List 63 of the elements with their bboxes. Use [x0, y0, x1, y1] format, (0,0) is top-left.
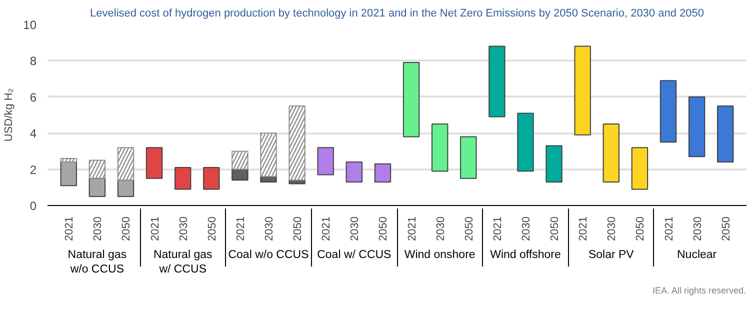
text: Coal w/o CCUS — [228, 248, 310, 261]
text: Solar PV — [588, 248, 634, 261]
y-axis-title: USD/kg H₂ — [3, 88, 16, 142]
bar — [60, 162, 77, 186]
bar — [402, 62, 420, 138]
bar — [232, 168, 248, 181]
y-tick-label: 8 — [30, 54, 37, 68]
bar — [431, 124, 448, 172]
bar — [688, 96, 706, 158]
y-tick-label: 10 — [23, 18, 37, 32]
x-tick-label: 2050 — [120, 216, 133, 241]
x-tick-label: 2030 — [606, 216, 618, 241]
x-tick-label: 2030 — [349, 216, 362, 241]
text: Natural gas w/ CCUS — [153, 248, 212, 276]
x-tick-label: 2021 — [149, 216, 162, 241]
bar — [546, 145, 562, 182]
text: IEA. All rights reserved. — [652, 286, 746, 296]
x-tick-label: 2021 — [64, 216, 76, 241]
bar — [146, 147, 163, 179]
x-tick-label: 2050 — [463, 216, 476, 241]
x-tick-label: 2050 — [378, 216, 390, 241]
x-tick-label: 2021 — [578, 216, 590, 241]
bar — [203, 166, 220, 190]
x-tick-label: 2030 — [178, 216, 190, 241]
x-tick-label: 2050 — [292, 216, 304, 241]
bar — [117, 180, 134, 197]
bar — [88, 178, 106, 197]
text: Natural gas w/o CCUS — [68, 248, 127, 276]
y-tick-label: 0 — [30, 199, 37, 213]
x-tick-label: 2021 — [492, 216, 504, 241]
x-tick-label: 2021 — [663, 216, 676, 241]
bar — [602, 124, 620, 182]
x-tick-label: 2050 — [720, 216, 732, 241]
bar — [488, 46, 506, 118]
x-tick-label: 2050 — [549, 216, 562, 241]
y-tick-label: 2 — [30, 162, 37, 177]
x-tick-label: 2030 — [92, 216, 104, 241]
bar — [460, 136, 477, 179]
chart-title: Levelised cost of hydrogen production by technology in 2021 and in the Net Zero Emissions by 2050 Scenario, 2030 and 2050 — [90, 8, 704, 20]
text: Wind offshore — [490, 248, 561, 261]
x-tick-label: 2021 — [320, 216, 333, 241]
bar — [574, 46, 591, 136]
text: Wind onshore — [404, 248, 476, 261]
x-tick-label: 2050 — [634, 216, 647, 241]
x-tick-label: 2030 — [434, 216, 447, 241]
text: Coal w/ CCUS — [317, 248, 392, 261]
y-tick-label: 4 — [30, 126, 37, 141]
x-tick-label: 2030 — [264, 216, 276, 241]
x-tick-label: 2021 — [406, 216, 418, 241]
bar — [374, 163, 392, 182]
x-tick-label: 2030 — [520, 216, 532, 241]
x-tick-label: 2030 — [692, 216, 704, 241]
bar — [174, 166, 192, 190]
bar — [717, 105, 734, 163]
x-tick-label: 2050 — [206, 216, 218, 241]
text: Nuclear — [677, 248, 717, 261]
bar — [517, 112, 534, 172]
bar — [631, 147, 648, 190]
bar — [317, 147, 334, 176]
bar — [346, 162, 363, 182]
y-tick-label: 6 — [30, 90, 37, 104]
x-tick-label: 2021 — [234, 216, 247, 241]
bar — [660, 80, 677, 143]
